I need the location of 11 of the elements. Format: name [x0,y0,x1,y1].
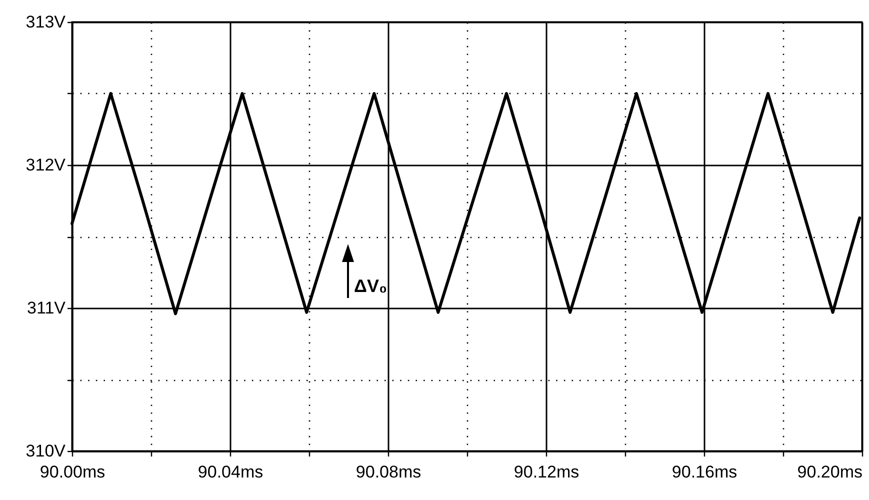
y-tick-label: 312V [26,156,66,174]
y-tick-label: 311V [27,298,66,318]
x-tick-label: 90.00ms [40,462,106,482]
x-tick-label: 90.08ms [356,462,422,482]
x-tick-label: 90.04ms [198,462,264,482]
y-tick-label: 313V [26,12,66,32]
annotation: ΔV₀ [354,276,388,296]
x-tick-label: 90.20ms [797,462,862,482]
y-tick-label: 310V [26,442,66,460]
x-tick-label: 90.12ms [514,462,580,482]
x-tick-label: 90.16ms [672,462,738,482]
